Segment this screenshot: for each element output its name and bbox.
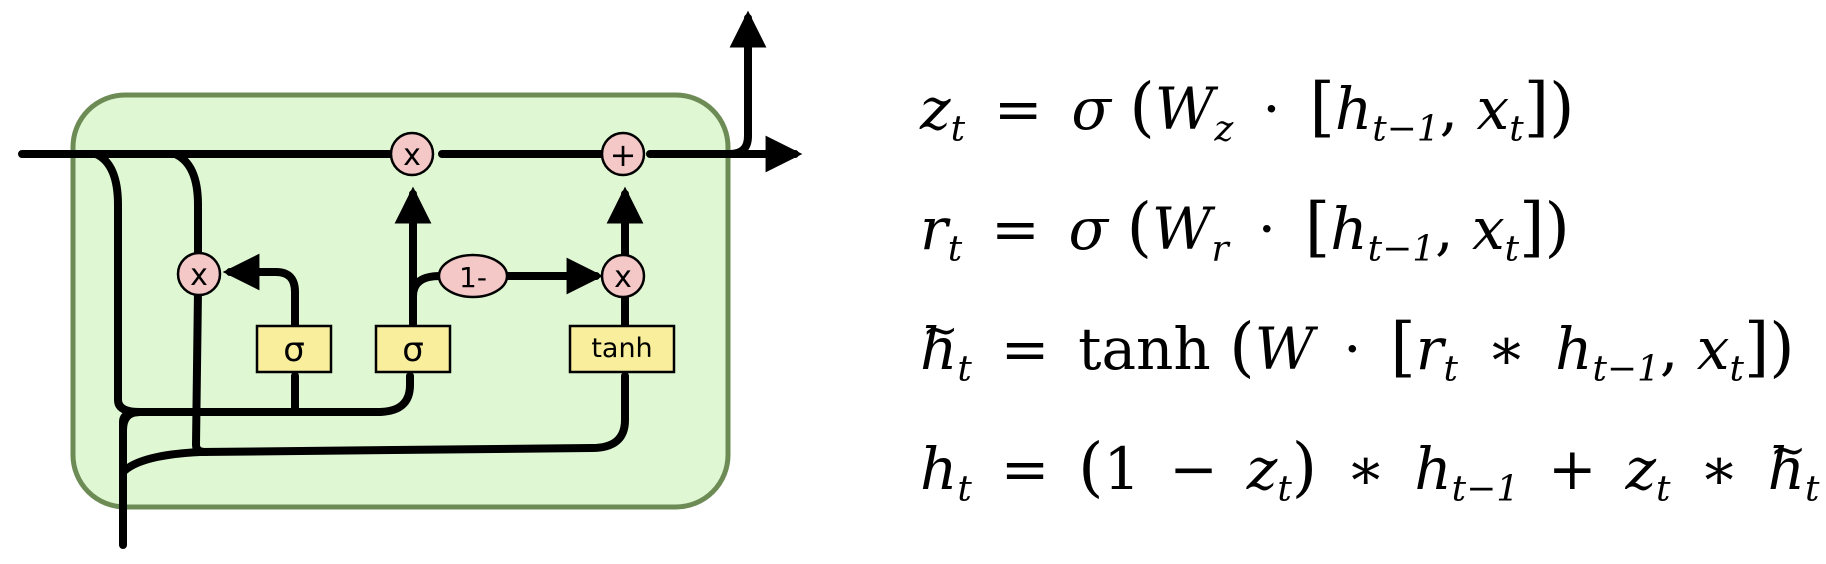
eq3-lhs-sub: t xyxy=(957,348,972,390)
eq1-lhs-sub: t xyxy=(950,108,966,150)
reset-multiply-label: x xyxy=(190,258,208,293)
eq4-minus: − xyxy=(1169,435,1218,503)
forget-multiply-label: x xyxy=(403,138,421,173)
eq1-close: ) xyxy=(1549,70,1575,145)
h-branch-1 xyxy=(92,150,144,416)
eq2-h: h xyxy=(1330,195,1368,263)
eq3-x: x xyxy=(1696,315,1730,383)
eq1-x-sub: t xyxy=(1509,108,1524,150)
eq1-comma: , xyxy=(1439,75,1459,143)
eq3-equals: = xyxy=(1000,315,1050,383)
eq4-h: h xyxy=(1414,435,1452,503)
eq4-star2: ∗ xyxy=(1699,435,1739,503)
eq3-r-sub: t xyxy=(1443,348,1458,390)
eq4-z: z xyxy=(1246,435,1278,503)
eq4-htilde-sub: t xyxy=(1805,468,1820,510)
output-arrow xyxy=(726,10,767,158)
eq2-equals: = xyxy=(991,195,1040,263)
eq4-z-sub: t xyxy=(1277,468,1292,510)
eq1-equals: = xyxy=(993,75,1043,143)
tanh-box xyxy=(568,324,676,374)
eq3-lb: [ xyxy=(1390,310,1416,385)
eq4-lhs: h xyxy=(920,435,958,503)
eq3-h-sub: t−1 xyxy=(1592,348,1660,390)
eq4-open: ( xyxy=(1078,430,1104,505)
eq1-W: W xyxy=(1154,75,1215,143)
candidate-multiply-node xyxy=(600,253,646,299)
eq3-lhs: h xyxy=(920,281,959,399)
eq1-W-sub: z xyxy=(1214,108,1234,150)
eq1-lhs: z xyxy=(920,75,951,143)
eq4-htilde: h xyxy=(1768,401,1807,519)
one-minus-label: 1- xyxy=(459,261,487,294)
equation-update-gate: zt = σ (Wz · [ht−1, xt]) xyxy=(920,58,1800,178)
eq1-x: x xyxy=(1476,75,1510,143)
eq4-one: 1 xyxy=(1103,435,1141,503)
equations: zt = σ (Wz · [ht−1, xt]) rt = σ (Wr · [h… xyxy=(920,58,1819,538)
h-branch-2 xyxy=(171,150,202,266)
eq3-h: h xyxy=(1555,315,1593,383)
eq3-open: ( xyxy=(1229,310,1255,385)
forget-multiply-node xyxy=(389,131,435,177)
gru-cell-diagram: σ σ tanh x x + x 1- xyxy=(18,10,900,549)
equation-reset-gate: rt = σ (Wr · [ht−1, xt]) xyxy=(920,178,1800,298)
eq4-z2-sub: t xyxy=(1656,468,1671,510)
eq3-x-sub: t xyxy=(1729,348,1744,390)
eq3-r: r xyxy=(1415,315,1444,383)
h-branch-2-low xyxy=(192,286,210,456)
eq1-lb: [ xyxy=(1309,70,1335,145)
update-to-oneminus xyxy=(409,272,444,300)
eq2-lhs-sub: t xyxy=(947,228,963,270)
eq2-W: W xyxy=(1151,195,1212,263)
eq1-dot: · xyxy=(1262,75,1281,143)
eq4-h-sub: t−1 xyxy=(1451,468,1520,510)
eq3-close: ) xyxy=(1769,310,1795,385)
eq2-lb: [ xyxy=(1304,190,1331,265)
eq1-open: ( xyxy=(1129,70,1155,145)
eq2-h-sub: t−1 xyxy=(1367,228,1436,270)
sigma-update-box xyxy=(374,324,452,374)
eq1-h: h xyxy=(1334,75,1373,143)
eq3-star: ∗ xyxy=(1486,315,1527,383)
eq4-close: ) xyxy=(1291,430,1318,505)
add-label: + xyxy=(610,136,637,174)
eq3-W: W xyxy=(1254,315,1315,383)
equation-hidden-state: ht = (1 − zt) ∗ ht−1 + zt ∗ ht xyxy=(920,401,1819,538)
eq2-open: ( xyxy=(1126,190,1152,265)
reset-multiply-node xyxy=(176,251,222,297)
eq1-h-sub: t−1 xyxy=(1372,108,1440,150)
eq4-z2: z xyxy=(1625,435,1657,503)
eq4-plus: + xyxy=(1548,435,1597,503)
eq1-rb: ] xyxy=(1523,70,1550,145)
eq2-fn: σ xyxy=(1068,195,1109,263)
equation-candidate: ht = tanh (W · [rt ∗ ht−1, xt]) xyxy=(920,281,1800,418)
eq2-close: ) xyxy=(1544,190,1570,265)
tanh-label: tanh xyxy=(591,333,652,364)
eq2-rb: ] xyxy=(1519,190,1545,265)
eq4-star: ∗ xyxy=(1346,435,1386,503)
one-minus-node xyxy=(437,253,509,299)
eq2-comma: , xyxy=(1435,195,1454,263)
eq3-fn: tanh xyxy=(1078,315,1211,383)
eq4-lhs-sub: t xyxy=(957,468,972,510)
sigma-update-label: σ xyxy=(402,330,424,370)
add-node xyxy=(600,131,646,177)
eq4-equals: = xyxy=(1000,435,1050,503)
eq2-lhs: r xyxy=(920,195,948,263)
sigma-reset-box xyxy=(255,324,333,374)
eq1-fn: σ xyxy=(1071,75,1111,143)
eq2-W-sub: r xyxy=(1211,228,1229,270)
eq2-x-sub: t xyxy=(1504,228,1520,270)
eq3-rb: ] xyxy=(1743,310,1770,385)
eq3-dot: · xyxy=(1343,315,1362,383)
sigma-reset-label: σ xyxy=(283,330,305,370)
cell-body xyxy=(70,92,731,510)
input-bus-high xyxy=(119,372,414,434)
eq2-dot: · xyxy=(1257,195,1277,263)
eq2-x: x xyxy=(1471,195,1505,263)
candidate-multiply-label: x xyxy=(614,260,632,295)
eq3-comma: , xyxy=(1659,315,1679,383)
reset-to-mult xyxy=(222,253,299,330)
